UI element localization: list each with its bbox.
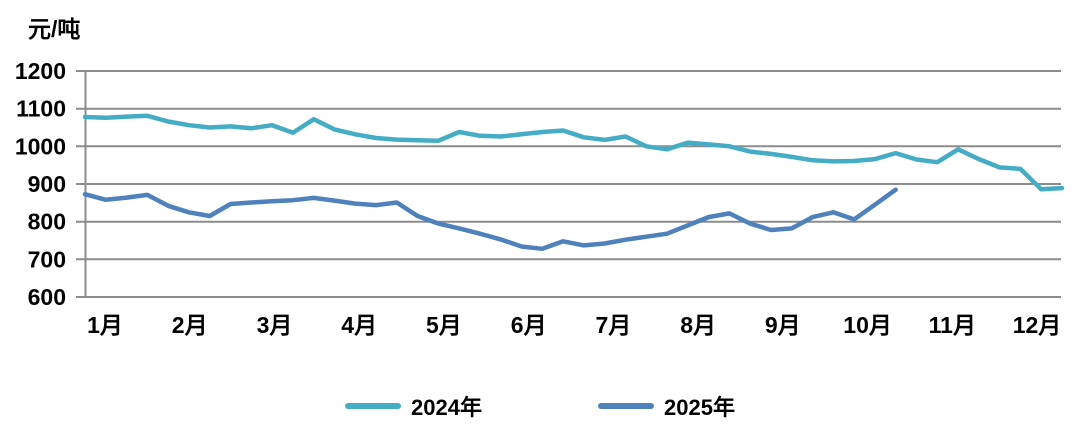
legend-item-2024: 2024年 <box>345 390 482 422</box>
series-line-2025 <box>82 187 898 252</box>
y-axis-tick-label: 1000 <box>15 133 66 159</box>
y-axis-tick-label: 1100 <box>16 96 66 122</box>
x-axis-month-label: 2月 <box>172 312 208 338</box>
x-axis-month-label: 1月 <box>87 312 123 338</box>
x-axis-month-label: 4月 <box>341 312 377 338</box>
x-axis-month-label: 10月 <box>843 312 892 338</box>
x-axis-month-label: 3月 <box>257 312 293 338</box>
legend-label-2025: 2025年 <box>664 395 735 420</box>
x-axis-month-label: 8月 <box>680 312 716 338</box>
legend-item-2025: 2025年 <box>598 390 735 422</box>
x-axis-month-label: 6月 <box>511 312 547 338</box>
line-chart-plot-area: 1200 1100 1000 900 800 700 600 1月 2月 3月 4月 5月 6月 7月 8月… <box>15 58 1065 338</box>
legend-line-swatch-2024 <box>345 403 402 409</box>
x-axis-month-label: 5月 <box>426 312 462 338</box>
y-axis-tick-label: 1200 <box>15 58 66 84</box>
y-axis-tick-label: 800 <box>28 209 66 235</box>
series-line-2024 <box>82 113 1065 192</box>
y-axis-tick-label: 700 <box>28 246 66 272</box>
y-axis-unit-label: 元/吨 <box>28 16 81 42</box>
y-axis-tick-label: 600 <box>28 284 66 310</box>
y-axis-tick-label: 900 <box>28 171 66 197</box>
x-axis-month-label: 12月 <box>1013 312 1062 338</box>
chart-legend: 2024年 2025年 <box>0 390 1080 422</box>
legend-label-2024: 2024年 <box>411 395 482 420</box>
x-axis-month-label: 11月 <box>929 312 976 338</box>
legend-line-swatch-2025 <box>598 403 654 409</box>
x-axis-month-label: 9月 <box>765 312 801 338</box>
x-axis-month-label: 7月 <box>596 312 632 338</box>
